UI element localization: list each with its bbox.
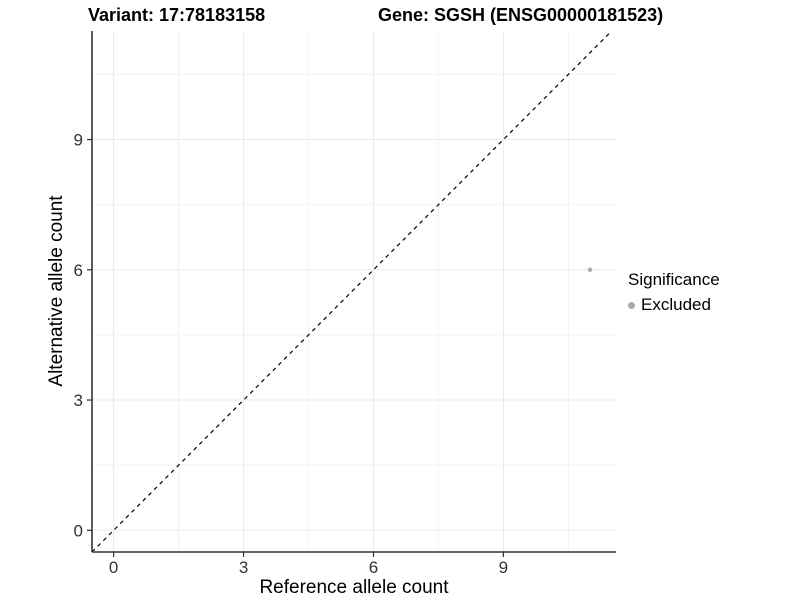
y-axis-title: Alternative allele count (46, 195, 67, 387)
x-tick-label: 0 (109, 558, 118, 577)
identity-line (91, 30, 613, 553)
legend: Significance Excluded (628, 270, 720, 315)
x-axis-title: Reference allele count (259, 577, 449, 598)
y-tick-label: 9 (74, 131, 83, 150)
y-tick-label: 0 (74, 521, 83, 540)
plot-title-variant: Variant: 17:78183158 (88, 5, 266, 25)
y-tick-label: 6 (74, 261, 83, 280)
legend-item-label: Excluded (641, 295, 711, 314)
x-tick-label: 3 (239, 558, 248, 577)
plot-title-gene: Gene: SGSH (ENSG00000181523) (378, 5, 664, 25)
x-tick-label: 9 (499, 558, 508, 577)
legend-point-icon (628, 301, 635, 309)
legend-title: Significance (628, 270, 720, 289)
data-point (587, 267, 593, 273)
legend-item-excluded: Excluded (628, 295, 720, 315)
x-tick-label: 6 (369, 558, 378, 577)
y-tick-label: 3 (74, 391, 83, 410)
